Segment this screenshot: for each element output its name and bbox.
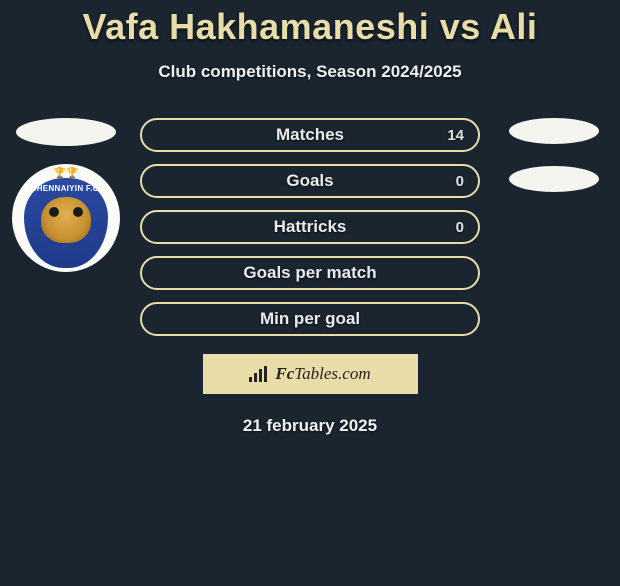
stat-row-matches: Matches 14 <box>140 118 480 152</box>
brand-text: FcTables.com <box>275 364 370 384</box>
left-club-logo: 🏆🏆 CHENNAIYIN F.C. <box>12 164 120 272</box>
stat-row-goals-per-match: Goals per match <box>140 256 480 290</box>
brand-prefix: Fc <box>275 364 294 383</box>
right-player-avatar <box>509 118 599 144</box>
stat-label: Matches <box>276 125 344 145</box>
stats-column: Matches 14 Goals 0 Hattricks 0 Goals per… <box>126 118 494 436</box>
club-name-text: CHENNAIYIN F.C. <box>31 184 102 193</box>
right-player-column <box>494 118 614 436</box>
brand-suffix: Tables.com <box>294 364 370 383</box>
stat-right-value: 0 <box>456 173 464 190</box>
page-title: Vafa Hakhamaneshi vs Ali <box>0 6 620 48</box>
stat-row-hattricks: Hattricks 0 <box>140 210 480 244</box>
date-text: 21 february 2025 <box>243 416 377 436</box>
comparison-layout: 🏆🏆 CHENNAIYIN F.C. Matches 14 Goals 0 Ha… <box>0 118 620 436</box>
stat-right-value: 0 <box>456 219 464 236</box>
left-player-avatar <box>16 118 116 146</box>
right-club-avatar <box>509 166 599 192</box>
stat-label: Min per goal <box>260 309 360 329</box>
left-player-column: 🏆🏆 CHENNAIYIN F.C. <box>6 118 126 436</box>
stat-label: Goals <box>286 171 333 191</box>
bar-chart-icon <box>249 366 267 382</box>
brand-badge: FcTables.com <box>203 354 418 394</box>
stat-row-min-per-goal: Min per goal <box>140 302 480 336</box>
stat-label: Goals per match <box>243 263 376 283</box>
subtitle: Club competitions, Season 2024/2025 <box>0 62 620 82</box>
stat-row-goals: Goals 0 <box>140 164 480 198</box>
club-mascot-icon <box>41 197 91 243</box>
stat-right-value: 14 <box>447 127 464 144</box>
stat-label: Hattricks <box>274 217 347 237</box>
